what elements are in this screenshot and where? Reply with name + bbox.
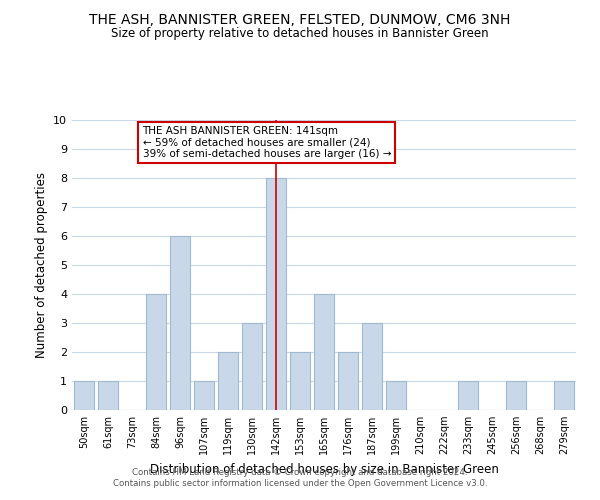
Bar [218, 352, 238, 410]
Bar [386, 381, 406, 410]
Bar [146, 294, 166, 410]
Text: Contains HM Land Registry data © Crown copyright and database right 2024.
Contai: Contains HM Land Registry data © Crown c… [113, 468, 487, 487]
Bar [458, 381, 478, 410]
Bar [170, 236, 190, 410]
Bar [266, 178, 286, 410]
X-axis label: Distribution of detached houses by size in Bannister Green: Distribution of detached houses by size … [149, 462, 499, 475]
Bar [338, 352, 358, 410]
Text: Size of property relative to detached houses in Bannister Green: Size of property relative to detached ho… [111, 28, 489, 40]
Bar [290, 352, 310, 410]
Bar [554, 381, 574, 410]
Bar [98, 381, 118, 410]
Text: THE ASH BANNISTER GREEN: 141sqm
← 59% of detached houses are smaller (24)
39% of: THE ASH BANNISTER GREEN: 141sqm ← 59% of… [143, 126, 391, 159]
Text: THE ASH, BANNISTER GREEN, FELSTED, DUNMOW, CM6 3NH: THE ASH, BANNISTER GREEN, FELSTED, DUNMO… [89, 12, 511, 26]
Bar [194, 381, 214, 410]
Y-axis label: Number of detached properties: Number of detached properties [35, 172, 47, 358]
Bar [242, 323, 262, 410]
Bar [506, 381, 526, 410]
Bar [362, 323, 382, 410]
Bar [74, 381, 94, 410]
Bar [314, 294, 334, 410]
